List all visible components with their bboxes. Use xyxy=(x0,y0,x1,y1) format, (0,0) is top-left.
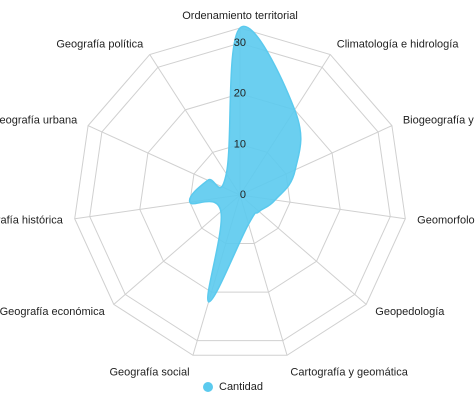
spoke xyxy=(113,194,241,305)
r-tick-label: 0 xyxy=(240,189,246,201)
category-label: Biogeografía y ecología xyxy=(403,115,475,127)
category-label: Geopedología xyxy=(375,306,445,318)
radar-area xyxy=(188,25,302,303)
legend-label: Cantidad xyxy=(219,381,263,393)
category-label: Geomorfología xyxy=(417,214,475,226)
spoke xyxy=(239,194,367,305)
legend-swatch[interactable] xyxy=(203,382,213,392)
category-label: Climatología e hidrología xyxy=(337,38,460,50)
r-tick-label: 20 xyxy=(234,88,246,100)
category-label: Geografía urbana xyxy=(0,115,78,127)
category-label: Geografía social xyxy=(109,367,189,379)
category-label: Geografía económica xyxy=(0,306,106,318)
grid-ring xyxy=(74,27,406,356)
category-label: Ordenamiento territorial xyxy=(182,10,298,22)
category-label: Geografía política xyxy=(56,38,144,50)
grid-ring xyxy=(139,93,341,293)
category-label: Geografía histórica xyxy=(0,214,64,226)
spoke xyxy=(149,54,241,196)
r-tick-label: 30 xyxy=(234,37,246,49)
r-tick-label: 10 xyxy=(234,138,246,150)
grid-ring xyxy=(89,42,391,342)
category-label: Cartografía y geomática xyxy=(290,367,408,379)
